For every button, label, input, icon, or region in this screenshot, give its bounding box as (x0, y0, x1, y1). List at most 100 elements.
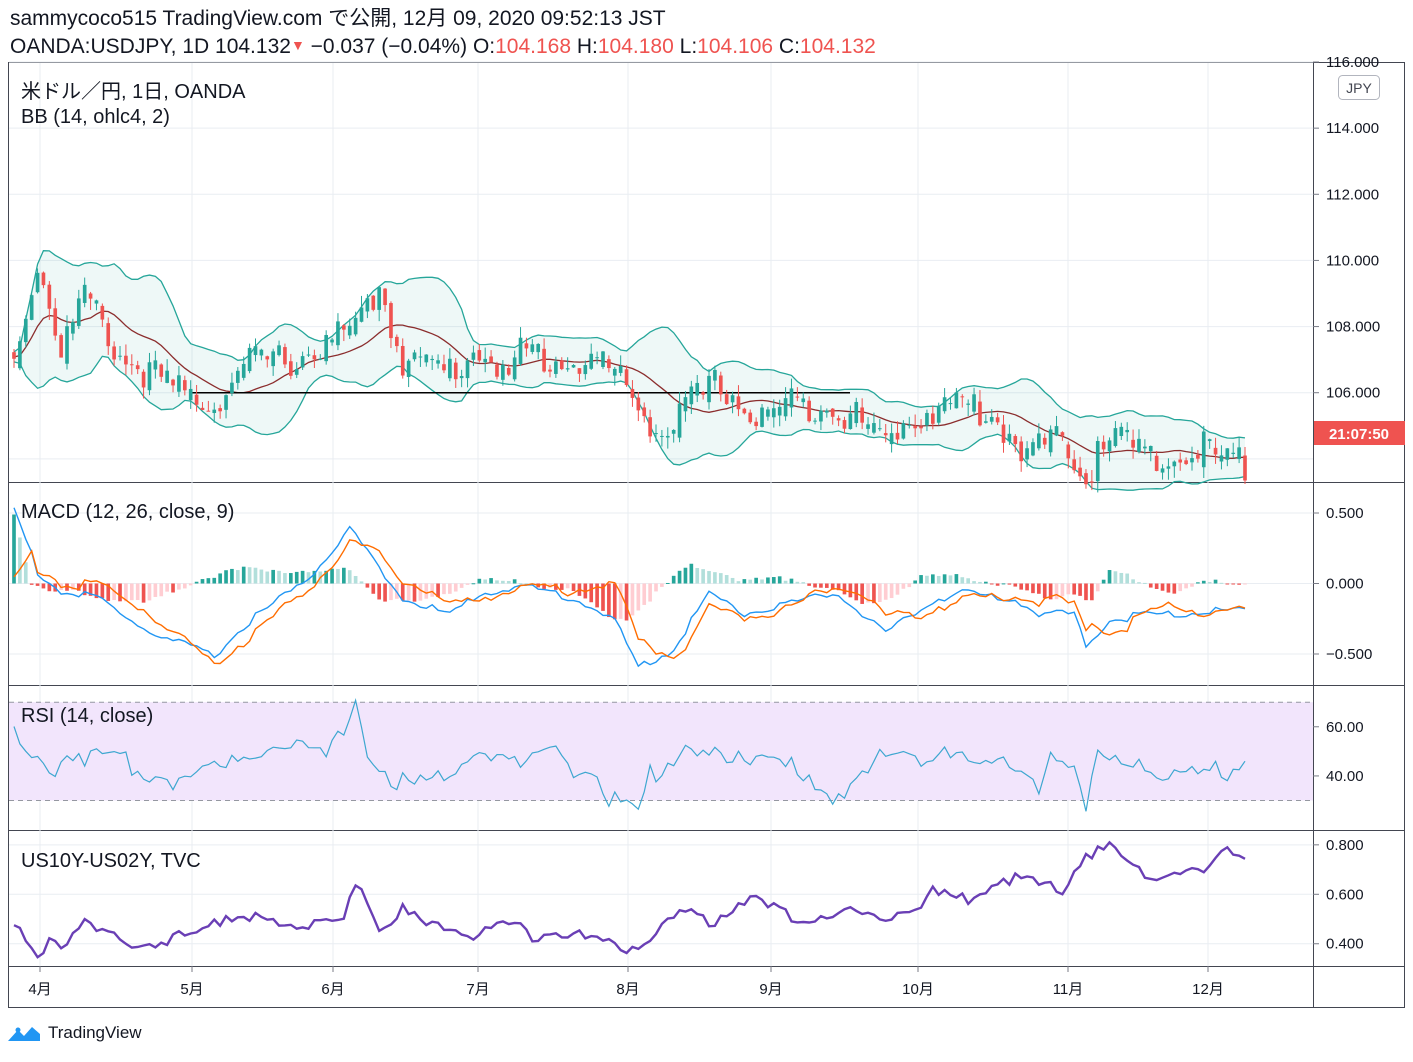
candle-body (724, 394, 729, 405)
macd-histogram-bar (554, 583, 558, 590)
macd-histogram-bar (253, 567, 258, 584)
macd-histogram-bar (736, 581, 741, 584)
candle-body (1072, 459, 1077, 471)
candle-body (866, 424, 870, 429)
candle-body (200, 407, 205, 410)
month-label: 11月 (1053, 981, 1084, 998)
macd-histogram-bar (324, 570, 328, 584)
rsi-band-fill (9, 702, 1313, 801)
macd-histogram-bar (771, 577, 776, 584)
rsi-axis-label: 40.00 (1326, 768, 1364, 785)
candle-body (400, 345, 405, 376)
spread-line (13, 840, 1246, 959)
candle-body (1207, 439, 1212, 442)
footer-brand[interactable]: TradingView (6, 1022, 142, 1044)
candle-body (854, 401, 859, 424)
macd-histogram-bar (713, 572, 717, 584)
candle-body (1154, 455, 1159, 471)
candle-body (789, 388, 794, 408)
candle-body (1243, 455, 1247, 481)
macd-histogram-bar (200, 579, 205, 584)
macd-histogram-bar (571, 583, 576, 592)
candle-body (883, 433, 888, 436)
macd-histogram-bar (542, 583, 546, 589)
macd-line (13, 507, 1246, 668)
candle-body (571, 364, 576, 368)
month-label: 10月 (902, 981, 934, 998)
macd-histogram-bar (1125, 573, 1130, 584)
macd-histogram-bar (512, 579, 517, 584)
candle-body (336, 321, 340, 346)
macd-histogram-bar (177, 583, 181, 590)
candle-body (801, 398, 806, 403)
macd-histogram-bar (47, 583, 52, 592)
candle-body (483, 358, 488, 363)
macd-histogram-bar (289, 573, 293, 584)
macd-histogram-bar (966, 578, 970, 584)
candle-body (424, 354, 429, 363)
macd-histogram-bar (389, 583, 393, 601)
macd-histogram-bar (1084, 583, 1088, 601)
candle-body (241, 363, 246, 378)
candle-body (112, 346, 116, 360)
macd-histogram-bar (518, 583, 523, 585)
macd-histogram-bar (836, 583, 841, 591)
macd-histogram-bar (1148, 583, 1153, 588)
macd-histogram-bar (82, 583, 87, 596)
low-value: 104.106 (697, 35, 774, 58)
macd-histogram-bar (742, 579, 747, 584)
macd-histogram-bar (931, 574, 935, 584)
macd-histogram-bar (135, 583, 140, 601)
macd-histogram-bar (936, 575, 941, 584)
macd-histogram-bar (65, 583, 69, 591)
currency-badge[interactable] (1338, 75, 1380, 100)
macd-histogram-bar (1072, 583, 1077, 595)
price-pane[interactable] (12, 250, 1247, 493)
countdown-label: 21:07:50 (1329, 426, 1389, 443)
macd-histogram-bar (165, 583, 169, 592)
macd-histogram-bar (695, 567, 700, 584)
macd-histogram-bar (1190, 583, 1194, 587)
macd-histogram-bar (471, 583, 476, 585)
candle-body (836, 418, 841, 421)
candle-body (324, 334, 328, 362)
open-label: O: (472, 35, 496, 58)
macd-histogram-bar (71, 583, 75, 590)
candle-body (954, 392, 959, 409)
candle-body (347, 325, 352, 336)
tradingview-logo-icon (8, 1027, 40, 1041)
candle-body (948, 403, 953, 405)
candle-body (995, 417, 1000, 423)
candle-body (165, 370, 169, 383)
spread-pane[interactable] (13, 840, 1246, 959)
rsi-pane[interactable] (13, 697, 1246, 812)
bb-band-fill (14, 250, 1245, 491)
candle-body (548, 369, 552, 372)
macd-axis-label: 0.000 (1326, 576, 1364, 593)
macd-histogram-bar (860, 583, 864, 604)
macd-histogram-bar (418, 583, 423, 601)
candle-body (1160, 468, 1165, 473)
candle-body (695, 382, 700, 396)
candle-body (1231, 452, 1236, 454)
macd-histogram-bar (306, 572, 311, 584)
macd-histogram-bar (624, 583, 629, 621)
macd-histogram-bar (1178, 583, 1183, 592)
candle-body (654, 433, 658, 435)
candle-body (418, 356, 423, 358)
candle-body (648, 417, 652, 437)
macd-histogram-bar (612, 583, 617, 620)
candle-body (524, 343, 529, 349)
macd-histogram-bar (147, 583, 152, 601)
price-axis-label: 114.000 (1326, 120, 1379, 137)
low-label: L: (679, 35, 698, 58)
candle-body (665, 435, 670, 438)
candle-body (371, 295, 376, 310)
macd-histogram-bar (188, 583, 193, 586)
candle-body (1107, 440, 1112, 452)
macd-pane[interactable] (12, 507, 1247, 668)
macd-histogram-bar (954, 574, 959, 584)
candle-body (1042, 437, 1047, 445)
candle-body (601, 351, 605, 367)
